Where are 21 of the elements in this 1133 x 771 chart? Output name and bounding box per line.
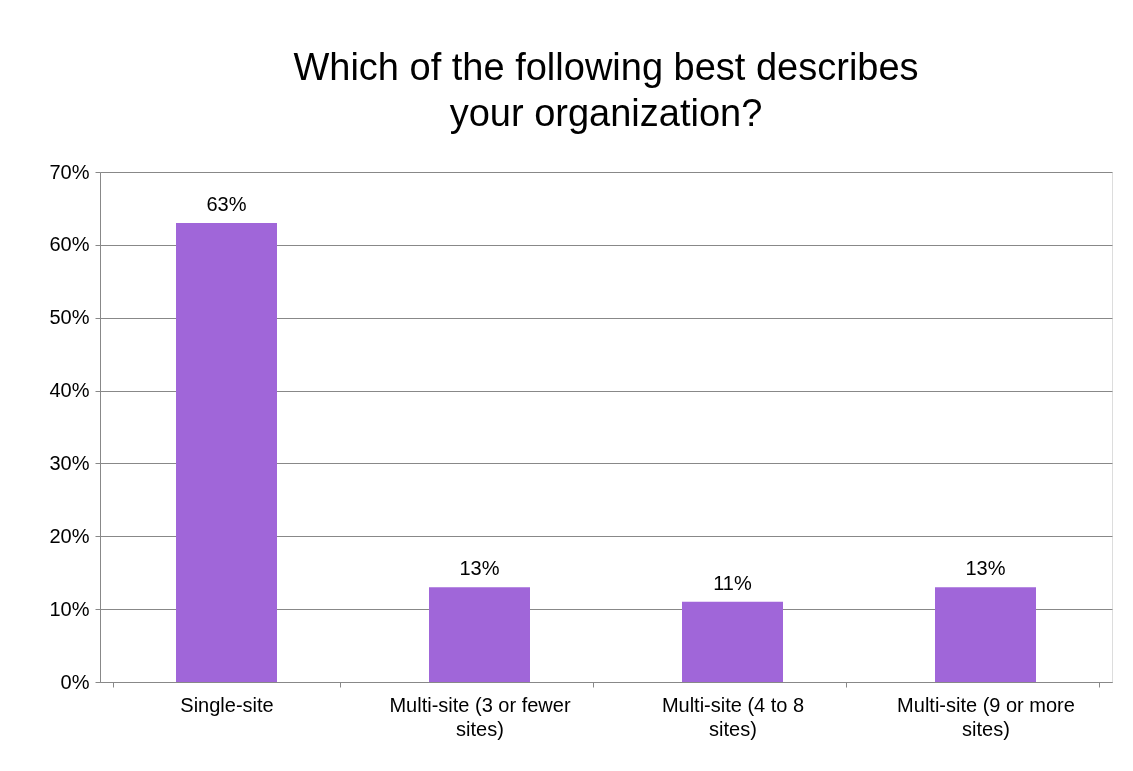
- y-tick-label: 0%: [60, 670, 90, 693]
- y-tick-label: 40%: [49, 379, 90, 402]
- data-label: 13%: [459, 557, 500, 580]
- y-tick-label: 20%: [49, 524, 90, 547]
- bar: [429, 587, 530, 682]
- x-tick-label: Multi-site (9 or more sites): [897, 693, 1075, 740]
- y-tick-label: 60%: [49, 233, 90, 256]
- bar: [176, 223, 277, 682]
- y-tick-label: 10%: [49, 597, 90, 620]
- x-tick-label: Single-site: [180, 693, 274, 716]
- x-tick-label: Multi-site (4 to 8 sites): [661, 693, 805, 740]
- x-tick-label: Multi-site (3 or fewer sites): [389, 693, 571, 740]
- y-tick-label: 70%: [49, 160, 90, 183]
- data-label: 11%: [713, 571, 752, 594]
- y-tick-label: 30%: [49, 451, 90, 474]
- bar: [682, 601, 783, 682]
- y-tick-label: 50%: [49, 306, 90, 329]
- bar: [935, 587, 1036, 682]
- chart-title: Which of the following best describes your organization?: [293, 46, 919, 134]
- data-label: 63%: [206, 193, 247, 215]
- data-label: 13%: [965, 557, 1006, 580]
